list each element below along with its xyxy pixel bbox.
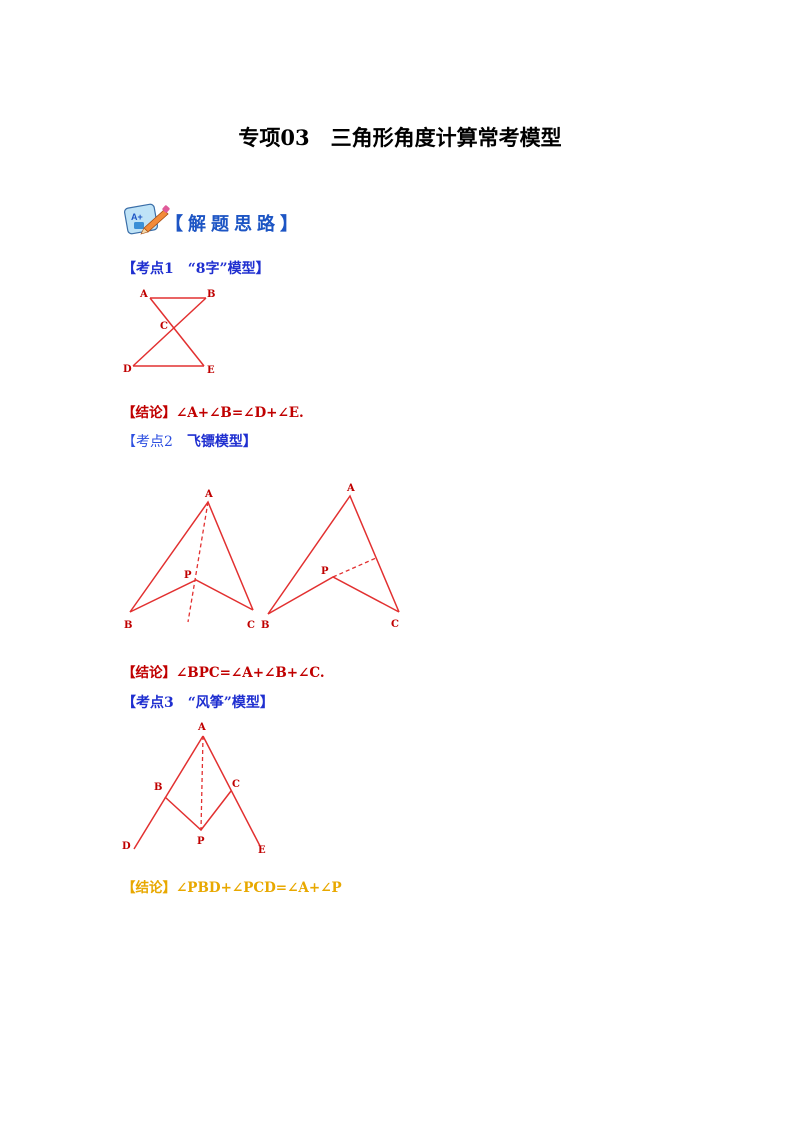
banner-title: 【解题思路】 (165, 214, 303, 235)
kite-label-a: A (197, 722, 206, 733)
kp2-title-prefix: 【考点2 (122, 434, 187, 450)
dart2-dashed-line (332, 557, 377, 578)
conclusion-label: 【结论】 (122, 665, 176, 681)
label-e: E (207, 365, 215, 376)
kite-label-b: B (154, 782, 162, 793)
kp1-title: 【考点1 “8字”模型】 (122, 261, 270, 277)
dart2-label-b: B (261, 620, 269, 631)
segment-bd (132, 297, 207, 367)
dart2-label-c: C (391, 619, 399, 630)
kite-label-e: E (258, 845, 266, 856)
kp3-conclusion: 【结论】∠PBD+∠PCD=∠A+∠P (122, 876, 342, 896)
label-c: C (160, 321, 168, 332)
dart2-inner (267, 576, 400, 615)
kite-dashed-line (200, 735, 204, 831)
kp2-title-main: 飞镖模型】 (186, 434, 257, 450)
conclusion-label: 【结论】 (122, 880, 176, 896)
segment-ae (149, 297, 205, 367)
segment-ae (202, 735, 261, 847)
dart1-label-a: A (204, 489, 213, 500)
dart2-label-a: A (346, 483, 355, 494)
dart1-label-c: C (247, 620, 255, 631)
conclusion-text: ∠A+∠B=∠D+∠E. (176, 405, 304, 421)
kp2-conclusion: 【结论】∠BPC=∠A+∠B+∠C. (122, 661, 325, 681)
kite-inner (164, 790, 232, 832)
dart2-label-p: P (321, 566, 329, 577)
kite-figure: A B C D P E (122, 722, 266, 856)
kite-label-c: C (232, 779, 240, 790)
kite-label-p: P (197, 836, 205, 847)
dart2-outer (267, 494, 400, 615)
svg-text:A+: A+ (131, 212, 143, 222)
conclusion-label: 【结论】 (122, 405, 176, 421)
kp2-title: 【考点2 飞镖模型】 (122, 431, 257, 451)
label-d: D (123, 364, 132, 375)
segment-ad (133, 735, 204, 850)
dart1-outer (129, 500, 254, 613)
pencil-paper-icon: A+ (124, 203, 170, 235)
dart-figures: A P B C A P B C (124, 483, 400, 631)
kp3-title: 【考点3 “风筝”模型】 (122, 695, 274, 711)
conclusion-text: ∠PBD+∠PCD=∠A+∠P (176, 880, 342, 896)
kp1-conclusion: 【结论】∠A+∠B=∠D+∠E. (122, 401, 304, 421)
dart1-label-p: P (184, 570, 192, 581)
figure-8-shape: A B C D E (123, 289, 215, 376)
label-b: B (207, 289, 215, 300)
dart1-inner (129, 579, 254, 613)
page-title: 专项03 三角形角度计算常考模型 (238, 125, 562, 150)
label-a: A (139, 289, 148, 300)
dart1-dashed-line (187, 501, 209, 623)
conclusion-text: ∠BPC=∠A+∠B+∠C. (176, 665, 325, 681)
kite-label-d: D (122, 841, 131, 852)
dart1-label-b: B (124, 620, 132, 631)
